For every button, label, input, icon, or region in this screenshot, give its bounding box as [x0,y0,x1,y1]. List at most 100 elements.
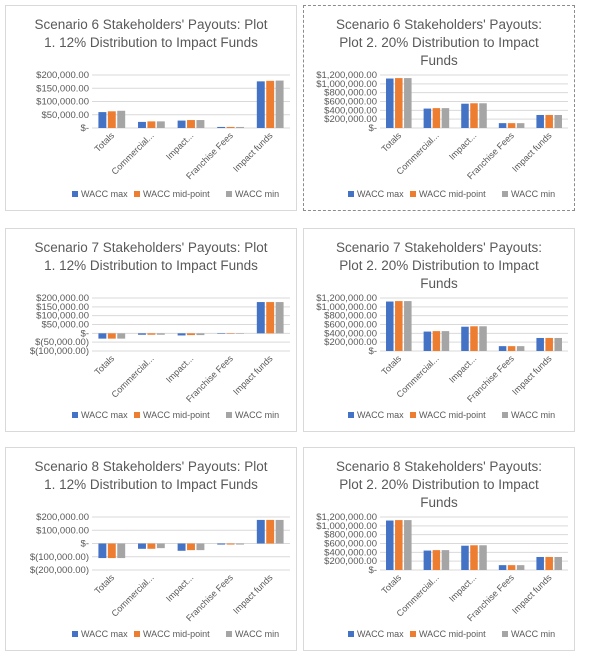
x-tick-label: Totals [93,572,117,596]
legend-swatch [72,191,78,197]
bar [498,346,507,351]
y-tick-label: $(100,000.00) [30,346,89,357]
legend-swatch [502,412,508,418]
bar [217,126,226,128]
bar [177,333,186,336]
bar [147,333,156,335]
legend-swatch [134,631,140,637]
bar [441,550,450,570]
bar [156,333,165,335]
legend-label: WACC min [511,189,555,199]
legend-label: WACC mid-point [419,189,486,199]
bar [479,545,487,570]
x-tick-label: Impact funds [510,130,554,174]
bar [461,545,469,570]
legend-swatch [72,631,78,637]
bar [107,333,116,339]
bar [275,80,284,128]
y-tick-label: $- [81,539,89,550]
y-tick-label: $- [369,346,377,357]
x-tick-label: Commercial... [109,353,155,399]
y-tick-label: $50,000.00 [41,320,89,331]
y-tick-label: $600,000.00 [324,539,377,550]
legend-label: WACC mid-point [143,189,210,199]
bar [138,333,146,335]
bar [156,121,165,128]
x-tick-label: Totals [380,353,404,377]
bar [536,337,544,351]
bar [196,333,205,336]
legend-label: WACC mid-point [419,410,486,420]
legend-swatch [226,191,232,197]
legend-swatch [134,412,140,418]
bar [395,301,403,351]
chart-panel-5[interactable]: Scenario 8 Stakeholders' Payouts: Plot 1… [5,447,297,651]
bar [395,78,403,128]
bar [98,112,107,128]
bar [498,565,507,570]
y-tick-label: $200,000.00 [36,70,89,81]
bar [236,126,244,128]
chart-title: Scenario 8 Stakeholders' Payouts: Plot 2… [336,459,542,510]
bar [196,120,205,128]
y-tick-label: $50,000.00 [41,110,89,121]
chart-panel-3[interactable]: Scenario 7 Stakeholders' Payouts: Plot 1… [5,228,297,432]
legend-swatch [502,631,508,637]
bar [554,556,562,570]
bar [386,520,394,570]
legend-label: WACC min [511,410,555,420]
bar [226,333,235,334]
x-tick-label: Impact funds [231,130,275,174]
bar [196,543,205,551]
legend-label: WACC min [235,410,279,420]
y-tick-label: $1,200,000.00 [316,512,377,523]
bar [266,80,275,128]
y-tick-label: $150,000.00 [36,302,89,313]
bar [404,520,412,570]
bar [177,120,186,128]
bar [536,556,544,570]
y-tick-label: $- [81,123,89,134]
bar [516,346,525,351]
legend-swatch [502,191,508,197]
legend-swatch [348,191,354,197]
chart-panel-4[interactable]: Scenario 7 Stakeholders' Payouts: Plot 2… [303,228,575,432]
bar [404,78,412,128]
bar [479,326,487,351]
y-tick-label: $400,000.00 [324,328,377,339]
legend-label: WACC mid-point [143,410,210,420]
chart-panel-2[interactable]: Scenario 6 Stakeholders' Payouts: Plot 2… [303,5,575,211]
legend-label: WACC max [357,629,404,639]
legend-label: WACC min [235,629,279,639]
legend-label: WACC mid-point [143,629,210,639]
chart-svg: $(100,000.00)$(50,000.00)$-$50,000.00$10… [30,293,290,420]
bar [423,331,432,351]
bar [432,108,441,128]
legend-label: WACC max [81,410,128,420]
chart-panel-1[interactable]: Scenario 6 Stakeholders' Payouts: Plot 1… [5,5,297,211]
legend-label: WACC max [357,410,404,420]
x-tick-label: Totals [380,572,404,596]
bar [187,333,195,336]
legend-label: WACC max [81,189,128,199]
bar [545,337,553,351]
y-tick-label: $- [369,123,377,134]
legend-swatch [134,191,140,197]
chart-svg: $-$200,000.00$400,000.00$600,000.00$800,… [316,293,568,420]
bar [156,543,165,549]
bar [516,565,525,570]
bar [441,108,450,128]
y-tick-label: $1,200,000.00 [316,293,377,304]
bar [461,103,469,128]
bar [461,326,469,351]
y-tick-label: $400,000.00 [324,547,377,558]
y-tick-label: $1,000,000.00 [316,79,377,90]
bar [138,543,146,549]
chart-title: Scenario 7 Stakeholders' Payouts: Plot 2… [336,240,542,291]
bar [516,123,525,128]
bar [226,543,235,545]
chart-panel-6[interactable]: Scenario 8 Stakeholders' Payouts: Plot 2… [303,447,575,651]
bar [386,78,394,128]
bar [275,302,284,334]
x-tick-label: Impact... [164,353,195,384]
